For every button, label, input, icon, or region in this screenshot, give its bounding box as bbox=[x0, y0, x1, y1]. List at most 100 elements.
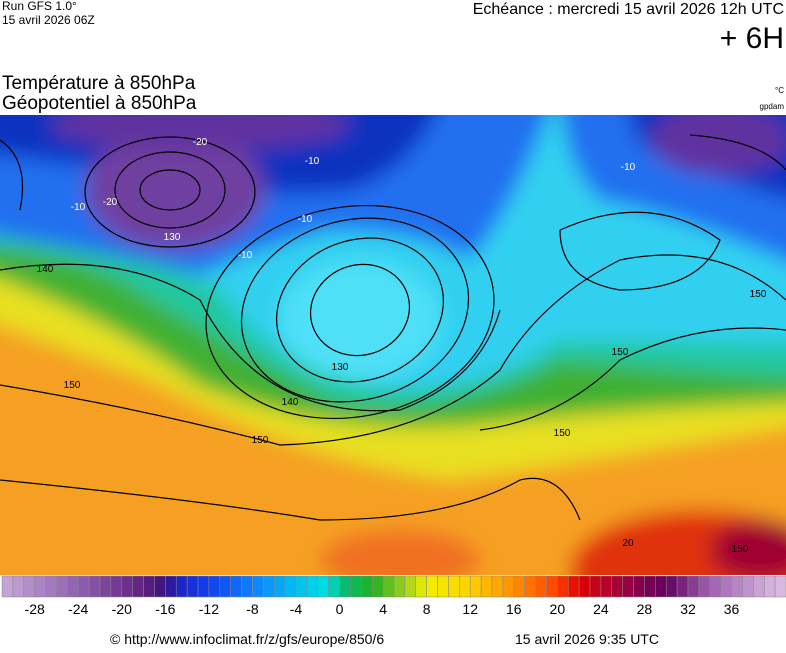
color-cell bbox=[676, 575, 689, 598]
color-cell bbox=[252, 575, 264, 598]
color-cell bbox=[165, 575, 177, 598]
colorbar-tick-label: -8 bbox=[246, 601, 259, 617]
colorbar-tick-label: -28 bbox=[25, 601, 45, 617]
color-cell bbox=[589, 575, 602, 598]
color-cell bbox=[720, 575, 732, 598]
forecast: Echéance : mercredi 15 avril 2026 12h UT… bbox=[473, 1, 784, 18]
color-cell bbox=[34, 575, 46, 598]
step: + 6H bbox=[720, 22, 784, 55]
color-cell bbox=[513, 575, 525, 598]
temperature-field bbox=[0, 115, 786, 575]
contour-labels: -20 -10 -20 130 -10 -10 -10 140 150 130 140 150 150 1… bbox=[37, 137, 767, 555]
color-cell bbox=[535, 575, 547, 598]
color-cell bbox=[491, 575, 504, 598]
color-cell bbox=[448, 575, 460, 598]
run: Run GFS 1.0° bbox=[2, 0, 77, 13]
color-cell bbox=[230, 575, 242, 598]
contour-label: 150 bbox=[732, 544, 749, 555]
unit-temp: °C bbox=[775, 86, 784, 95]
color-cell bbox=[655, 575, 667, 598]
colorbar-tick-label: 8 bbox=[423, 601, 431, 617]
color-cell bbox=[350, 575, 362, 598]
contour-label: -10 bbox=[621, 162, 636, 173]
color-cell bbox=[731, 575, 743, 598]
color-cell bbox=[567, 575, 580, 598]
color-cell bbox=[77, 575, 90, 598]
color-cell bbox=[67, 575, 79, 598]
color-cell bbox=[186, 575, 199, 598]
color-cell bbox=[175, 575, 188, 598]
color-cell bbox=[241, 575, 253, 598]
contour-label: 150 bbox=[554, 428, 571, 439]
run-date: 15 avril 2026 06Z bbox=[2, 13, 95, 27]
color-cell bbox=[774, 575, 786, 598]
title-geo: Géopotentiel à 850hPa bbox=[2, 93, 197, 114]
color-cell bbox=[480, 575, 493, 598]
color-cell bbox=[121, 575, 133, 598]
contour-label: 140 bbox=[282, 397, 299, 408]
contour-label: -10 bbox=[238, 250, 253, 261]
colorbar-tick-label: 32 bbox=[680, 601, 696, 617]
color-cell bbox=[763, 575, 776, 598]
color-cell bbox=[578, 575, 591, 598]
color-cell bbox=[600, 575, 613, 598]
color-cell bbox=[99, 575, 112, 598]
contour-label: -20 bbox=[103, 197, 118, 208]
contour-label: -10 bbox=[298, 214, 313, 225]
color-cell bbox=[622, 575, 634, 598]
color-cell bbox=[23, 575, 35, 598]
color-cell bbox=[45, 575, 57, 598]
color-cell bbox=[56, 575, 68, 598]
colorbar-tick-label: 28 bbox=[637, 601, 653, 617]
color-cell bbox=[709, 575, 721, 598]
color-cell bbox=[415, 575, 427, 598]
color-cell bbox=[143, 575, 155, 598]
color-cell bbox=[110, 575, 123, 598]
color-cell bbox=[437, 575, 449, 598]
color-cell bbox=[469, 575, 482, 598]
color-cell bbox=[698, 575, 711, 598]
colorbar-tick-label: 4 bbox=[379, 601, 387, 617]
color-cell bbox=[611, 575, 623, 598]
geopotential-contours bbox=[0, 134, 786, 521]
color-cell bbox=[295, 575, 308, 598]
color-cell bbox=[546, 575, 558, 598]
color-cell bbox=[339, 575, 351, 598]
colorbar: -28 -24 -20 -16 -12 -8 -4 0 4 8 12 16 20 24 28 32 36 bbox=[1, 575, 786, 617]
contour-label: 140 bbox=[37, 264, 54, 275]
color-cell bbox=[753, 575, 765, 598]
title-temp: Température à 850hPa bbox=[2, 73, 196, 94]
colorbar-tick-label: 20 bbox=[550, 601, 566, 617]
color-cell bbox=[306, 575, 319, 598]
color-cell bbox=[197, 575, 210, 598]
colorbar-tick-label: -20 bbox=[112, 601, 132, 617]
contour-label: -20 bbox=[193, 137, 208, 148]
color-cell bbox=[633, 575, 645, 598]
footer-url: © http://www.infoclimat.fr/z/gfs/europe/… bbox=[110, 631, 384, 647]
color-cell bbox=[132, 575, 144, 598]
contour-label: 130 bbox=[332, 362, 349, 373]
map: -20 -10 -20 130 -10 -10 -10 140 150 130 140 150 150 1… bbox=[0, 115, 786, 575]
color-cell bbox=[644, 575, 656, 598]
color-cell bbox=[426, 575, 438, 598]
color-cell bbox=[273, 575, 286, 598]
colorbar-tick-label: 16 bbox=[506, 601, 522, 617]
color-cell bbox=[317, 575, 329, 598]
color-cell bbox=[404, 575, 417, 598]
color-cell bbox=[263, 575, 275, 598]
color-cell bbox=[502, 575, 515, 598]
contour-label: 150 bbox=[612, 347, 629, 358]
color-cell bbox=[665, 575, 678, 598]
contour-label: -10 bbox=[71, 202, 86, 213]
colorbar-tick-label: -12 bbox=[199, 601, 219, 617]
contour-label: 150 bbox=[252, 435, 269, 446]
color-cell bbox=[219, 575, 231, 598]
color-cell bbox=[88, 575, 101, 598]
color-cell bbox=[687, 575, 700, 598]
contour-label: 20 bbox=[622, 538, 634, 549]
colorbar-tick-label: 12 bbox=[462, 601, 478, 617]
color-cell bbox=[12, 575, 25, 598]
color-cell bbox=[154, 575, 166, 598]
color-cell bbox=[524, 575, 536, 598]
